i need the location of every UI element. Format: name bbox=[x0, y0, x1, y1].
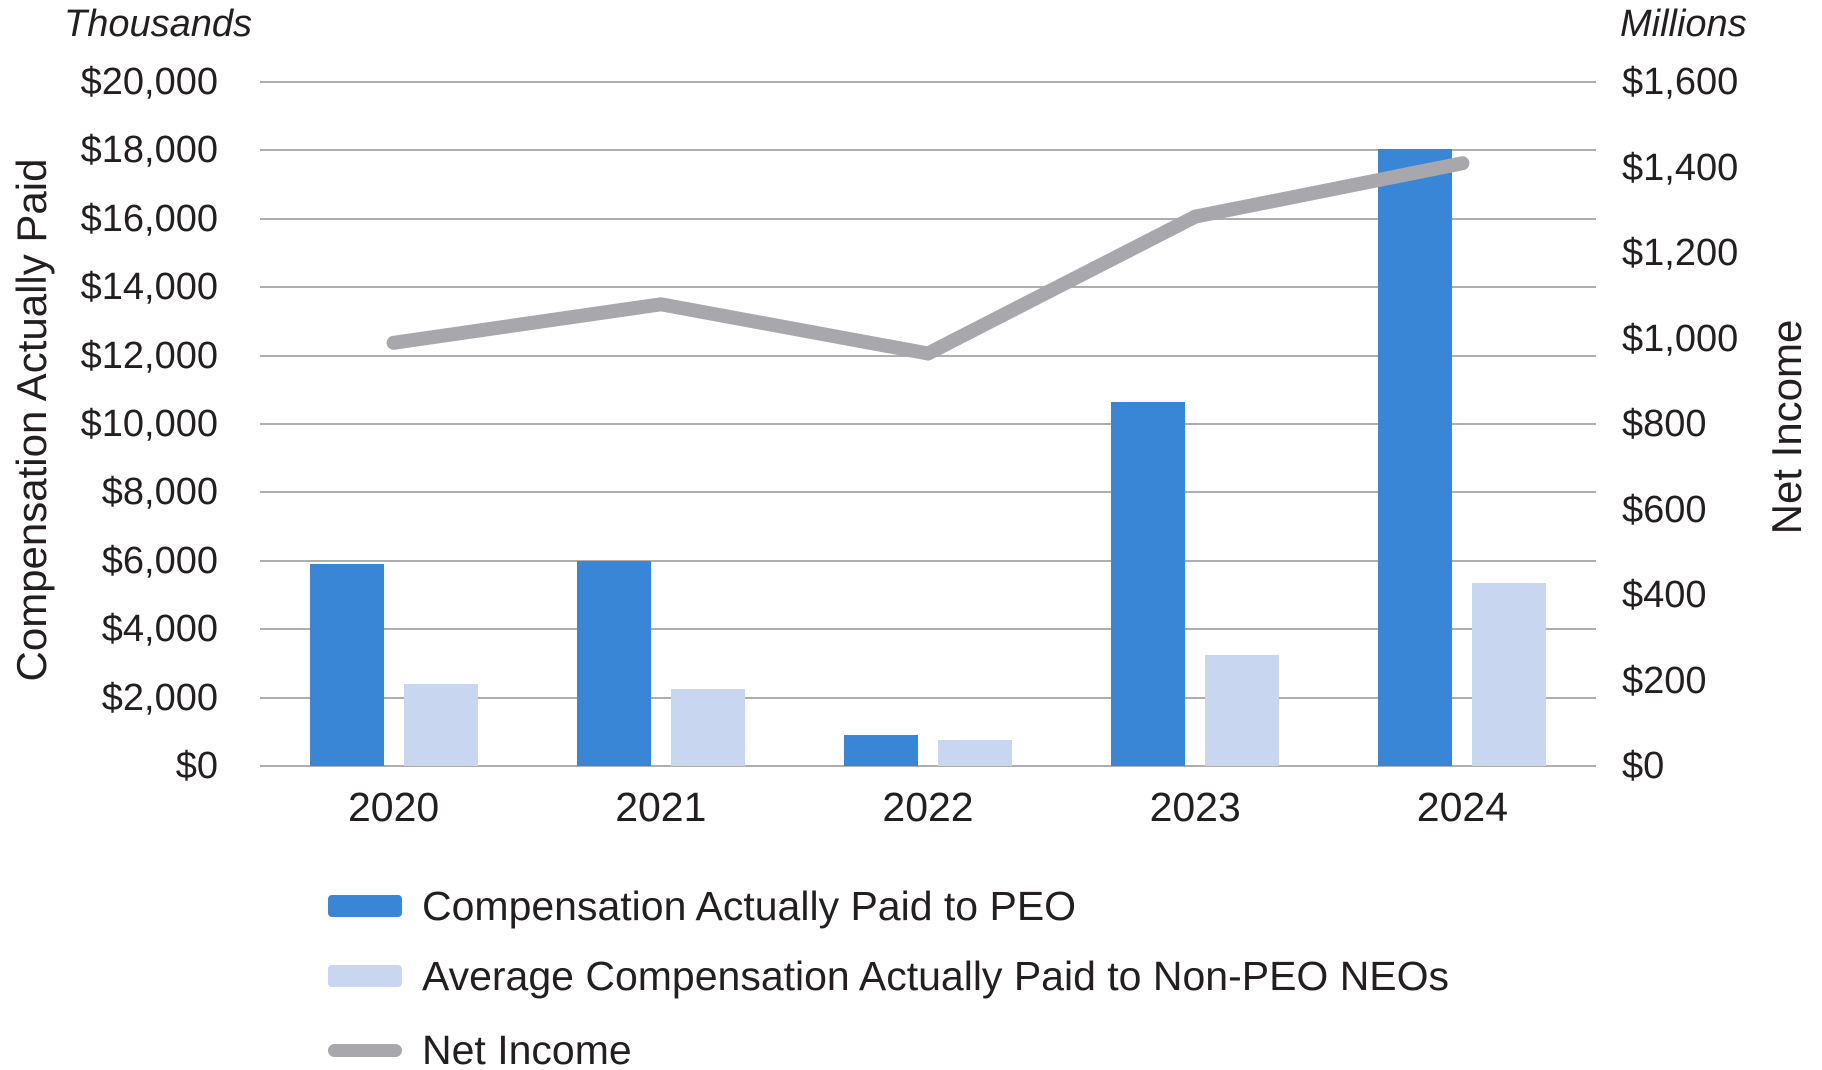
x-axis-label-2020: 2020 bbox=[347, 784, 440, 830]
left-axis-tick-label: $12,000 bbox=[80, 334, 218, 377]
gridline bbox=[260, 217, 1596, 220]
right-axis-tick-label: $400 bbox=[1622, 574, 1707, 616]
x-axis-label-2023: 2023 bbox=[1149, 784, 1241, 830]
legend-item-net-income: Net Income bbox=[328, 1028, 632, 1070]
left-axis-tick-label: $10,000 bbox=[80, 403, 218, 445]
bar-non-peo-2020 bbox=[403, 683, 478, 766]
gridline bbox=[260, 491, 1596, 494]
right-axis-tick-label: $1,600 bbox=[1622, 61, 1739, 103]
net-income-line bbox=[386, 156, 1470, 361]
x-axis-label-2024: 2024 bbox=[1416, 784, 1508, 830]
net-income-series-swatch bbox=[328, 1043, 402, 1057]
left-axis-tick-label: $18,000 bbox=[80, 129, 218, 172]
bar-non-peo-2024 bbox=[1472, 583, 1547, 766]
left-axis-tick-label: $20,000 bbox=[80, 61, 218, 103]
gridline bbox=[260, 286, 1596, 289]
left-axis-tick-label: $4,000 bbox=[101, 608, 218, 651]
gridline bbox=[260, 559, 1596, 562]
left-axis-tick-label: $16,000 bbox=[80, 197, 218, 240]
gridline bbox=[260, 765, 1596, 767]
gridline bbox=[260, 696, 1596, 699]
right-axis-title: Net Income bbox=[1763, 319, 1810, 535]
non-peo-series-swatch bbox=[328, 965, 402, 987]
gridline bbox=[260, 149, 1596, 152]
right-axis-tick-label: $1,400 bbox=[1622, 146, 1739, 189]
bar-non-peo-2023 bbox=[1205, 654, 1280, 766]
gridline bbox=[260, 81, 1596, 83]
legend-label-non-peo: Average Compensation Actually Paid to No… bbox=[422, 953, 1450, 999]
legend-item-non-peo: Average Compensation Actually Paid to No… bbox=[328, 954, 1449, 998]
left-axis-tick-label: $14,000 bbox=[80, 266, 218, 309]
right-axis-tick-label: $200 bbox=[1622, 659, 1707, 702]
bar-non-peo-2022 bbox=[938, 740, 1012, 766]
left-axis-tick-label: $0 bbox=[175, 745, 218, 787]
bar-peo-2024 bbox=[1378, 148, 1453, 766]
right-axis-tick-label: $1,000 bbox=[1622, 317, 1739, 360]
bar-peo-2022 bbox=[844, 735, 918, 766]
left-axis-tick-label: $8,000 bbox=[101, 471, 218, 514]
right-axis-tick-label: $0 bbox=[1622, 745, 1665, 787]
gridline bbox=[260, 628, 1596, 631]
bar-peo-2023 bbox=[1111, 401, 1186, 766]
bar-non-peo-2021 bbox=[670, 689, 745, 766]
legend-label-net-income: Net Income bbox=[422, 1027, 632, 1070]
left-axis-tick-label: $2,000 bbox=[101, 676, 218, 719]
peo-series-swatch bbox=[328, 895, 402, 917]
right-axis-unit-label: Millions bbox=[1620, 3, 1747, 45]
left-axis-tick-label: $6,000 bbox=[101, 539, 218, 582]
legend-label-peo: Compensation Actually Paid to PEO bbox=[422, 883, 1077, 929]
gridline bbox=[260, 423, 1596, 425]
bar-peo-2021 bbox=[576, 560, 651, 766]
bar-peo-2020 bbox=[309, 564, 384, 766]
legend-item-peo: Compensation Actually Paid to PEO bbox=[328, 884, 1076, 928]
right-axis-tick-label: $600 bbox=[1622, 488, 1707, 531]
right-axis-tick-label: $800 bbox=[1622, 403, 1707, 445]
x-axis-label-2021: 2021 bbox=[615, 784, 707, 830]
x-axis-label-2022: 2022 bbox=[882, 784, 974, 830]
left-axis-unit-label: Thousands bbox=[64, 3, 253, 45]
right-axis-tick-label: $1,200 bbox=[1622, 232, 1739, 274]
